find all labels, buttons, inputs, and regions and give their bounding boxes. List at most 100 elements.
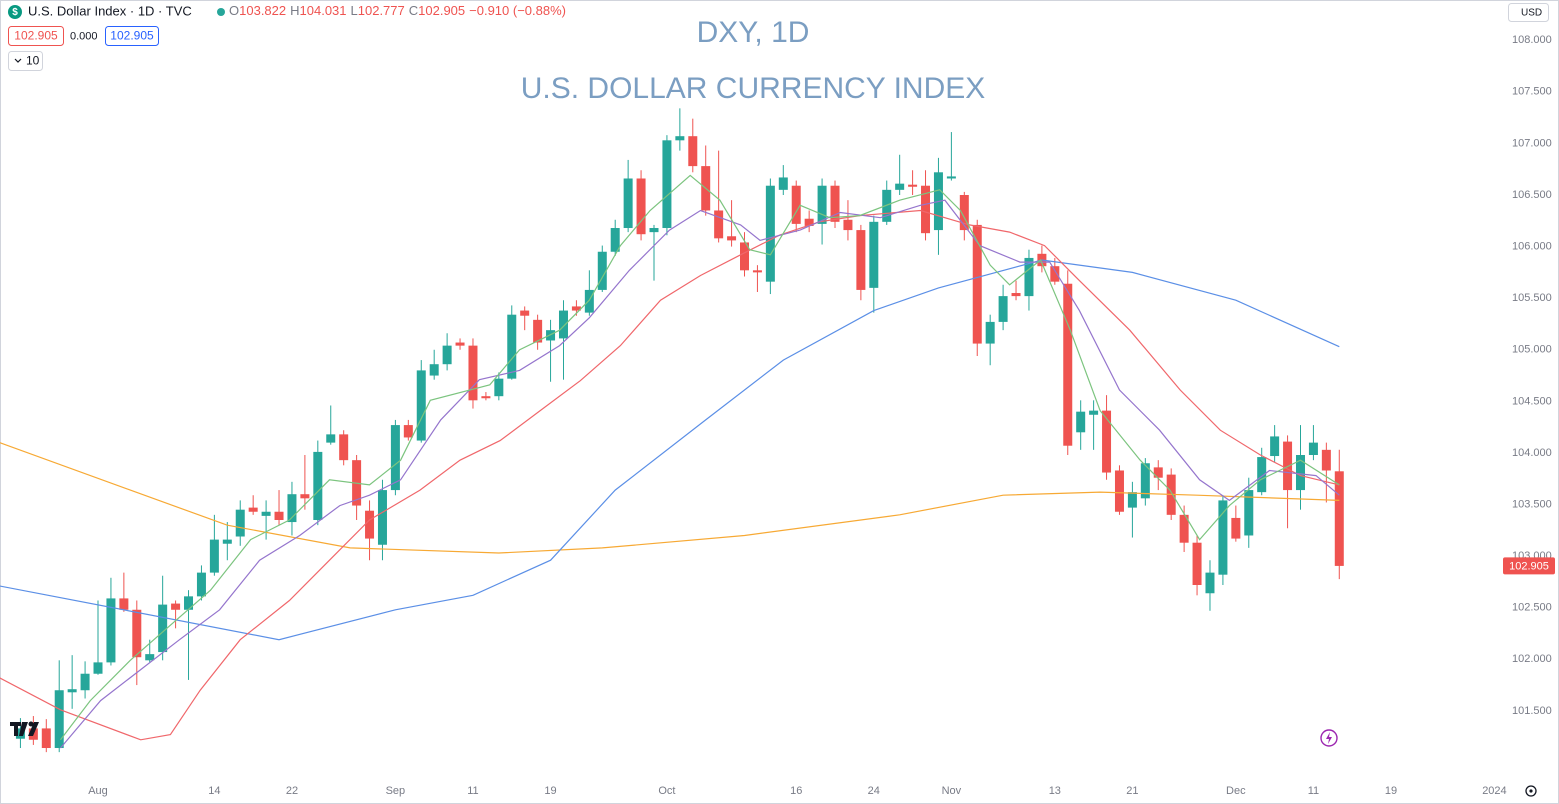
candle-body: [390, 425, 400, 491]
y-tick-label: 104.500: [1512, 395, 1552, 407]
candle-body: [946, 176, 956, 179]
candle-body: [41, 728, 51, 749]
candle-body: [597, 251, 607, 290]
candle-body: [520, 310, 530, 316]
y-tick-label: 105.500: [1512, 292, 1552, 304]
candle-body: [558, 310, 568, 339]
candle-body: [908, 184, 918, 187]
candle-body: [300, 494, 310, 499]
ohlc-label: O: [229, 3, 239, 18]
candle-body: [1063, 283, 1073, 446]
candle-body: [584, 289, 594, 313]
candle-body: [235, 509, 245, 537]
candle-body: [1114, 470, 1124, 512]
candle-body: [442, 345, 452, 365]
candle-body: [80, 673, 90, 691]
x-tick-label: 24: [868, 785, 880, 797]
y-tick-label: 107.500: [1512, 86, 1552, 98]
candle-body: [998, 296, 1008, 322]
candle-body: [959, 195, 969, 231]
candle-body: [365, 510, 375, 539]
market-status: [217, 8, 225, 16]
candle-body: [623, 178, 633, 229]
indicator-value: 102.905: [14, 29, 58, 43]
x-tick-label: 11: [467, 785, 478, 797]
symbol-name[interactable]: U.S. Dollar Index · 1D · TVC: [28, 3, 192, 18]
candle-body: [1283, 441, 1293, 491]
chart-subtitle: U.S. DOLLAR CURRENCY INDEX: [521, 72, 986, 105]
candle-body: [1179, 514, 1189, 543]
candle-body: [1205, 572, 1215, 594]
indicator-box: [8, 26, 64, 46]
candle-body: [93, 662, 103, 674]
candle-body: [546, 330, 556, 341]
candle-body: [804, 218, 814, 226]
x-tick-label: Sep: [386, 785, 406, 797]
candle-body: [1089, 410, 1099, 415]
y-tick-label: 105.000: [1512, 344, 1552, 356]
candle-body: [1321, 449, 1331, 471]
indicator-value: 102.905: [110, 29, 154, 43]
candle-body: [248, 507, 258, 512]
last-price-label: 102.905: [1509, 560, 1549, 572]
candle-body: [675, 136, 685, 141]
candle-body: [1295, 455, 1305, 491]
x-tick-label: Dec: [1226, 785, 1246, 797]
moving-average-line: [0, 209, 1340, 741]
candle-body: [313, 451, 323, 520]
candle-body: [714, 210, 724, 239]
candle-body: [132, 609, 142, 658]
length-value: 10: [26, 54, 40, 68]
candle-body: [67, 689, 77, 693]
candle-body: [791, 185, 801, 224]
candle-body: [1244, 490, 1254, 536]
ohlc-value: 102.905: [418, 3, 465, 18]
x-tick-label: 14: [208, 785, 220, 797]
candle-body: [662, 140, 672, 229]
y-tick-label: 104.000: [1512, 447, 1552, 459]
candle-body: [688, 136, 698, 167]
candle-body: [222, 539, 232, 544]
candle-body: [1140, 463, 1150, 499]
candle-body: [145, 654, 155, 661]
candle-body: [481, 396, 491, 399]
currency-label: USD: [1521, 8, 1542, 19]
candle-body: [468, 345, 478, 401]
candle-body: [494, 378, 504, 397]
ohlc-value: 104.031: [300, 3, 347, 18]
candle-body: [972, 224, 982, 344]
candle-body: [261, 511, 271, 516]
candle-body: [1257, 457, 1267, 493]
x-tick-label: Aug: [88, 785, 108, 797]
length-dropdown[interactable]: [8, 51, 43, 71]
candle-body: [54, 690, 64, 749]
currency-button[interactable]: [1508, 3, 1549, 22]
candle-body: [843, 219, 853, 231]
candle-body: [1102, 410, 1112, 473]
candle-body: [985, 321, 995, 344]
ohlc-label: L: [351, 3, 358, 18]
chart-title: DXY, 1D: [697, 16, 810, 49]
candle-body: [1308, 442, 1318, 455]
ohlc-label: C: [409, 3, 418, 18]
candle-body: [209, 539, 219, 573]
candle-body: [1050, 266, 1060, 282]
x-tick-label: 19: [544, 785, 556, 797]
ohlc-label: H: [290, 3, 299, 18]
candle-body: [571, 306, 581, 311]
chevron-icon: [14, 58, 22, 63]
candle-body: [817, 185, 827, 224]
candle-body: [765, 185, 775, 282]
candle-body: [649, 228, 659, 233]
candle-body: [636, 178, 646, 235]
candle-body: [856, 230, 866, 290]
ohlc-value: 103.822: [239, 3, 286, 18]
candle-body: [1270, 436, 1280, 457]
settings-icon[interactable]: [1525, 785, 1537, 797]
settings-glyph: [1529, 789, 1533, 793]
candle-body: [287, 494, 297, 523]
y-tick-label: 107.000: [1512, 137, 1552, 149]
x-tick-label: 16: [790, 785, 802, 797]
